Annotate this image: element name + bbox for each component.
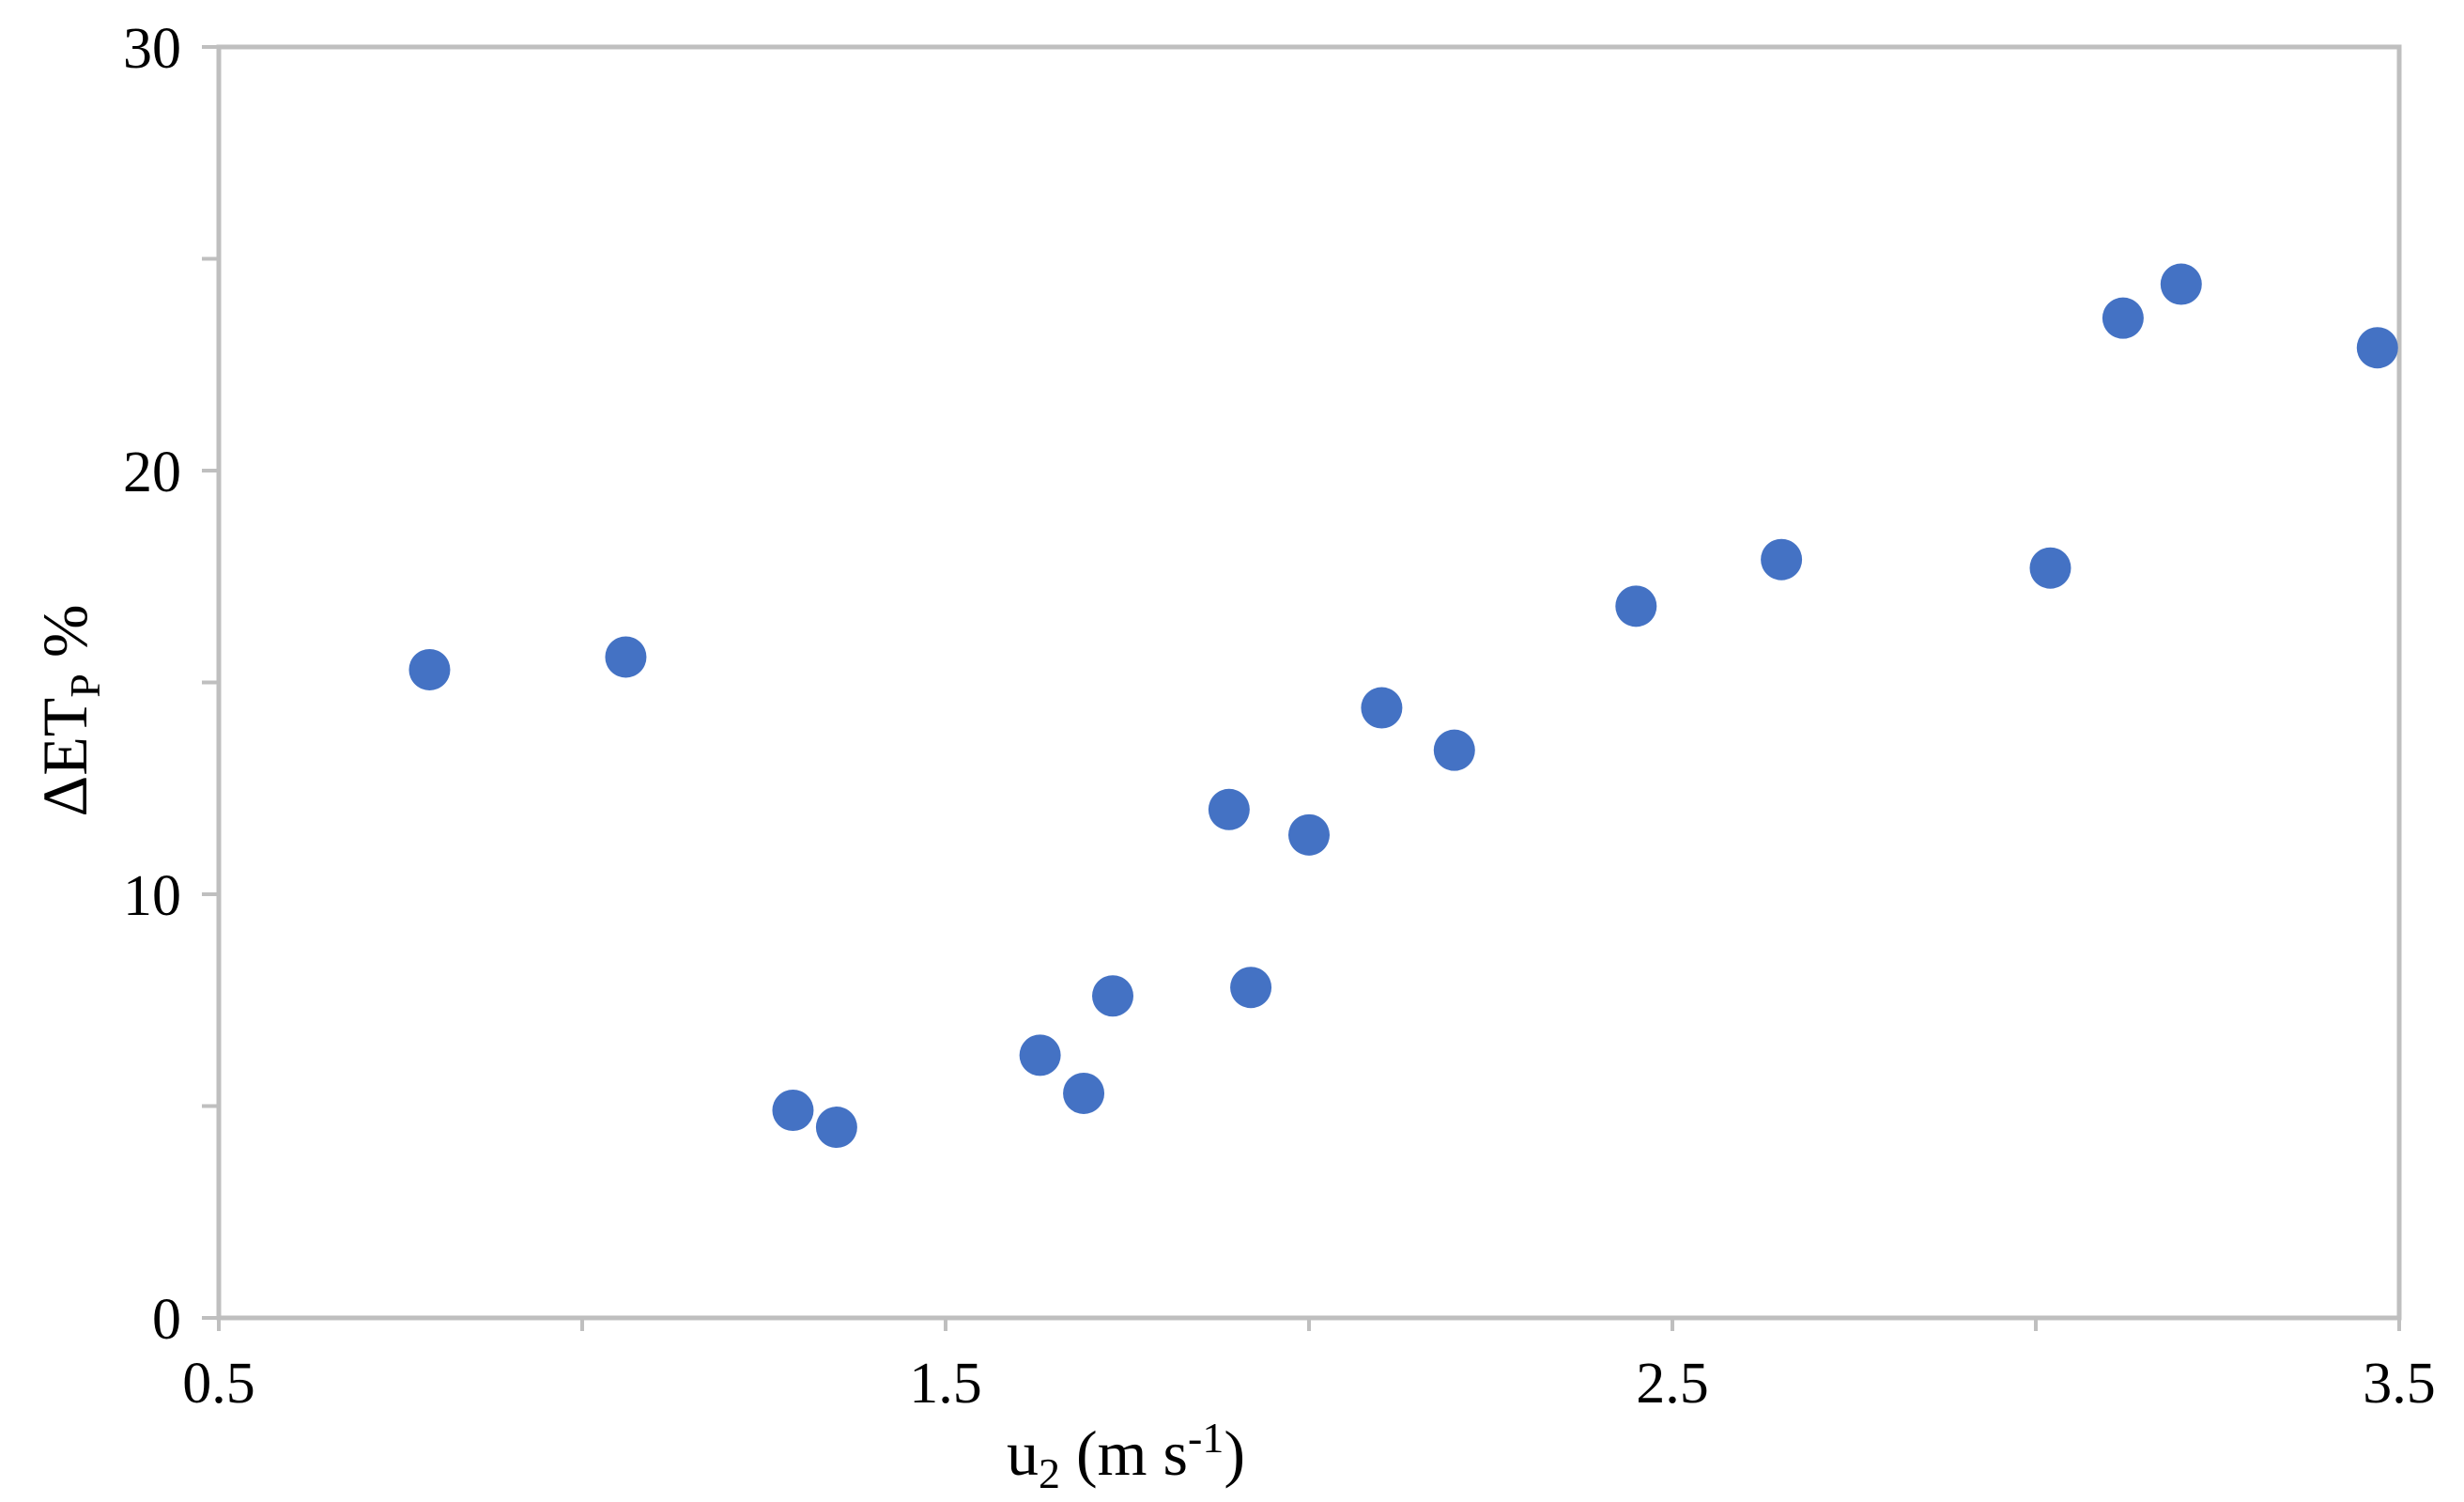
y-axis-title-subscript: P bbox=[61, 674, 109, 698]
x-axis-title-main: u bbox=[1007, 1417, 1039, 1489]
plot-area-frame bbox=[216, 44, 2402, 1321]
data-points bbox=[408, 263, 2398, 1149]
data-point bbox=[1361, 687, 1403, 729]
y-tick-label: 10 bbox=[123, 864, 181, 928]
data-point bbox=[1433, 729, 1475, 771]
x-axis-title-superscript: -1 bbox=[1188, 1414, 1224, 1462]
y-tick-label: 0 bbox=[152, 1288, 181, 1352]
data-point bbox=[815, 1107, 857, 1149]
x-axis-title: u2 (m s-1) bbox=[1007, 1414, 1245, 1497]
data-point bbox=[1230, 967, 1272, 1009]
data-point bbox=[2356, 327, 2398, 369]
data-point bbox=[1208, 788, 1250, 830]
data-point bbox=[772, 1090, 814, 1132]
data-point bbox=[2029, 547, 2071, 589]
x-axis-title-unit-close: ) bbox=[1224, 1417, 1245, 1489]
x-axis-title-subscript: 2 bbox=[1039, 1449, 1060, 1497]
x-tick-label: 0.5 bbox=[182, 1352, 255, 1416]
data-point bbox=[2102, 297, 2144, 339]
x-tick-label: 1.5 bbox=[909, 1352, 982, 1416]
data-point bbox=[2160, 263, 2202, 305]
y-axis-title-main: ΔET bbox=[29, 698, 100, 817]
x-axis-title-unit: (m s bbox=[1060, 1417, 1188, 1489]
data-point bbox=[408, 648, 451, 690]
y-axis-title: ΔETP % bbox=[29, 604, 109, 816]
data-point bbox=[1063, 1072, 1105, 1114]
x-axis-ticks: 0.5 1.5 2.5 3.5 bbox=[182, 1318, 2436, 1416]
data-point bbox=[1019, 1034, 1061, 1076]
plot-axes bbox=[216, 44, 2402, 1321]
y-tick-label: 20 bbox=[123, 441, 181, 504]
data-point bbox=[1288, 813, 1330, 856]
y-axis-ticks: 0 10 20 30 bbox=[123, 17, 219, 1352]
data-point bbox=[1092, 975, 1134, 1017]
data-point bbox=[1761, 538, 1803, 581]
y-axis-title-unit: % bbox=[29, 604, 100, 674]
data-point bbox=[1615, 585, 1657, 627]
x-tick-label: 2.5 bbox=[1636, 1352, 1709, 1416]
x-tick-label: 3.5 bbox=[2363, 1352, 2436, 1416]
y-tick-label: 30 bbox=[123, 17, 181, 81]
data-point bbox=[605, 636, 647, 678]
